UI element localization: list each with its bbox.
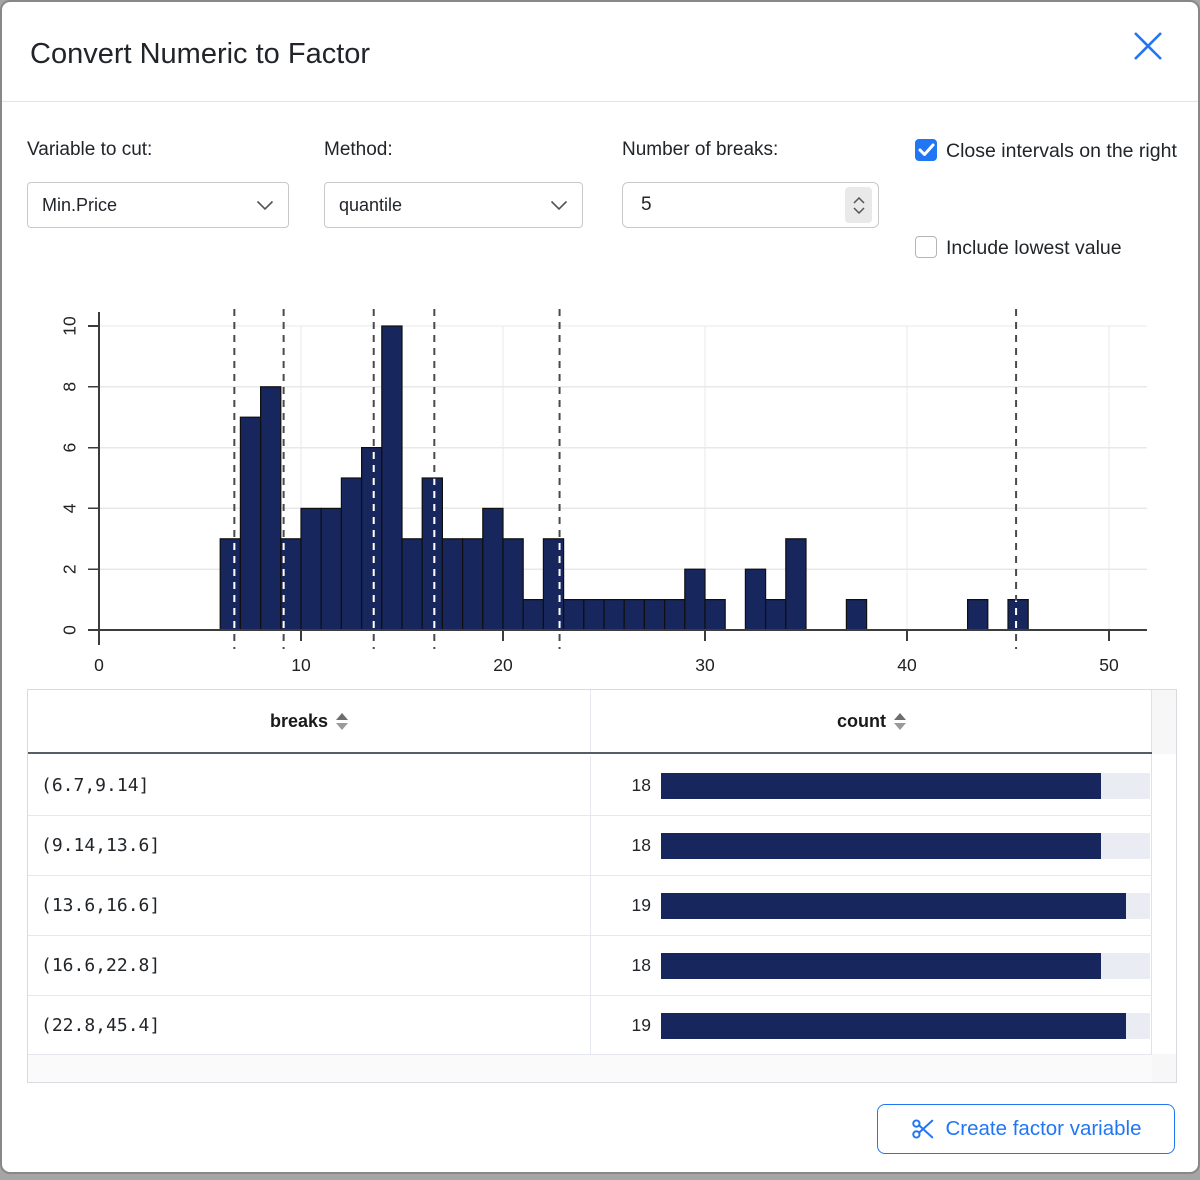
count-value: 18: [631, 835, 651, 855]
check-icon: [918, 143, 935, 156]
svg-text:4: 4: [60, 503, 80, 513]
sort-icon: [336, 712, 349, 730]
table-footer: [28, 1054, 1152, 1082]
table-row[interactable]: (16.6,22.8] 18: [28, 936, 1152, 996]
count-cell: 18: [591, 756, 1152, 815]
count-value: 19: [631, 1015, 651, 1035]
breaks-cell: (22.8,45.4]: [28, 996, 591, 1055]
table-row[interactable]: (22.8,45.4] 19: [28, 996, 1152, 1056]
breaks-cell: (16.6,22.8]: [28, 936, 591, 995]
svg-text:10: 10: [60, 316, 80, 336]
stepper-down-icon: [852, 206, 865, 214]
num-breaks-input[interactable]: 5: [622, 182, 879, 228]
method-select[interactable]: quantile: [324, 182, 583, 228]
method-label: Method:: [324, 139, 393, 160]
histogram-plot: 0 2 4 6 8 10 0 10 20 30 40 50: [27, 297, 1177, 687]
svg-text:2: 2: [60, 564, 80, 574]
svg-text:40: 40: [897, 655, 917, 675]
svg-text:50: 50: [1099, 655, 1119, 675]
histogram-svg: 0 2 4 6 8 10 0 10 20 30 40 50: [60, 309, 1147, 675]
chevron-down-icon: [550, 200, 568, 210]
breaks-cell: (13.6,16.6]: [28, 876, 591, 935]
table-header: breaks count: [28, 690, 1152, 754]
svg-text:30: 30: [695, 655, 715, 675]
count-value: 19: [631, 895, 651, 915]
include-lowest-checkbox[interactable]: [915, 236, 937, 258]
column-header-count[interactable]: count: [591, 690, 1152, 752]
include-lowest-label: Include lowest value: [946, 237, 1122, 259]
count-cell: 19: [591, 996, 1152, 1055]
svg-text:0: 0: [94, 655, 104, 675]
breaks-cell: (6.7,9.14]: [28, 756, 591, 815]
close-icon: [1134, 32, 1162, 60]
scissors-icon: [911, 1119, 933, 1139]
count-value: 18: [631, 775, 651, 795]
count-bar-track: [661, 892, 1150, 919]
count-bar: [661, 952, 1102, 979]
dialog-title: Convert Numeric to Factor: [30, 38, 371, 70]
count-bar-track: [661, 952, 1150, 979]
close-intervals-label: Close intervals on the right: [946, 140, 1177, 162]
sort-icon: [894, 712, 906, 730]
count-bar: [661, 1012, 1126, 1039]
table-row[interactable]: (6.7,9.14] 18: [28, 756, 1152, 816]
method-select-value: quantile: [339, 194, 403, 215]
number-stepper[interactable]: [845, 187, 872, 223]
count-cell: 18: [591, 936, 1152, 995]
svg-text:10: 10: [291, 655, 311, 675]
num-breaks-label: Number of breaks:: [622, 139, 779, 160]
num-breaks-value: 5: [641, 194, 652, 215]
close-button[interactable]: [1128, 26, 1168, 66]
count-bar: [661, 772, 1102, 799]
svg-text:6: 6: [60, 443, 80, 453]
variable-select[interactable]: Min.Price: [27, 182, 289, 228]
table-row[interactable]: (9.14,13.6] 18: [28, 816, 1152, 876]
include-lowest-option: Include lowest value: [915, 230, 1179, 266]
breaks-table: breaks count (6.7,9.14] 18 (9.14,13.6] 18 (1…: [27, 689, 1177, 1083]
dialog-header: Convert Numeric to Factor: [2, 2, 1198, 102]
count-bar: [661, 832, 1102, 859]
svg-text:20: 20: [493, 655, 513, 675]
count-bar: [661, 892, 1126, 919]
stepper-up-icon: [852, 196, 865, 204]
table-scroll-gutter: [1151, 690, 1176, 1082]
close-intervals-option: Close intervals on the right: [915, 133, 1179, 169]
count-bar-track: [661, 832, 1150, 859]
create-factor-button[interactable]: Create factor variable: [877, 1104, 1175, 1154]
variable-label: Variable to cut:: [27, 139, 153, 160]
variable-select-value: Min.Price: [42, 194, 118, 215]
breaks-cell: (9.14,13.6]: [28, 816, 591, 875]
count-bar-track: [661, 1012, 1150, 1039]
svg-text:8: 8: [60, 382, 80, 392]
close-intervals-checkbox[interactable]: [915, 139, 937, 161]
count-cell: 19: [591, 876, 1152, 935]
count-cell: 18: [591, 816, 1152, 875]
count-bar-track: [661, 772, 1150, 799]
svg-text:0: 0: [60, 625, 80, 635]
column-header-breaks[interactable]: breaks: [28, 690, 591, 752]
chevron-down-icon: [256, 200, 274, 210]
create-factor-label: Create factor variable: [945, 1117, 1142, 1140]
table-body: (6.7,9.14] 18 (9.14,13.6] 18 (13.6,16.6] 19 (1…: [28, 756, 1152, 1056]
count-value: 18: [631, 955, 651, 975]
table-row[interactable]: (13.6,16.6] 19: [28, 876, 1152, 936]
